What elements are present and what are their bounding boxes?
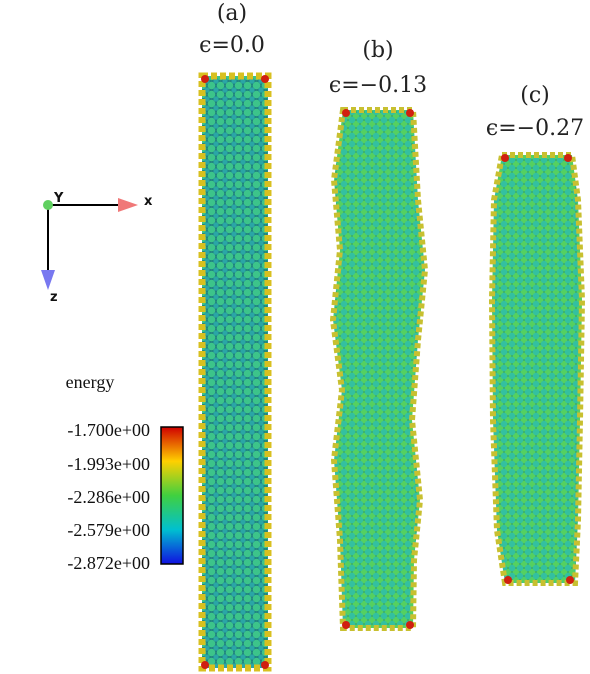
axis-label: z (50, 290, 58, 305)
colorbar-tick: -2.286e+00 (67, 487, 150, 507)
axis-label: Y (53, 191, 64, 206)
colorbar-tick: -2.579e+00 (67, 520, 150, 540)
panel-strain: ϵ=0.0 (199, 33, 265, 58)
slab-c (492, 154, 582, 584)
slab-b (333, 109, 425, 629)
colorbar-tick: -2.872e+00 (67, 553, 150, 573)
figure: (a) ϵ=0.0 (b) ϵ=−0.13 (c) ϵ=−0.27 Y x z … (0, 0, 590, 674)
axis-triad: Y x z (41, 191, 153, 305)
colorbar (161, 427, 183, 564)
axis-label: x (144, 194, 153, 209)
panel-strain: ϵ=−0.27 (486, 116, 584, 141)
colorbar-title: energy (66, 372, 115, 392)
panel-label: (a) (217, 1, 247, 26)
colorbar-tick: -1.700e+00 (67, 420, 150, 440)
panel-label: (c) (520, 83, 550, 108)
panel-strain: ϵ=−0.13 (329, 73, 427, 98)
panel-label: (b) (362, 38, 393, 63)
colorbar-tick: -1.993e+00 (67, 454, 150, 474)
slab-a (201, 75, 269, 669)
